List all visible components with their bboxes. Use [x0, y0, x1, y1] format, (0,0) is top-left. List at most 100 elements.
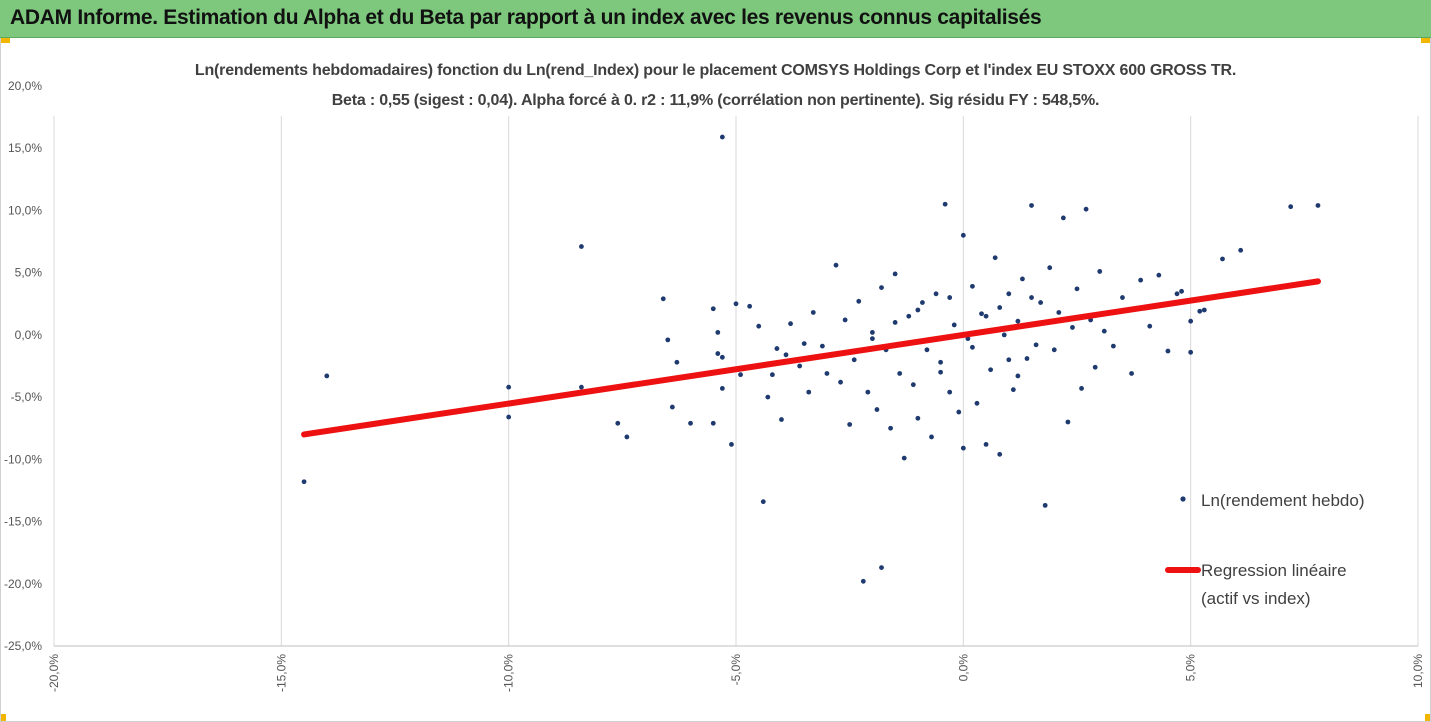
- data-point: [938, 359, 943, 365]
- data-point: [1147, 323, 1153, 329]
- data-point: [842, 317, 848, 323]
- data-point: [997, 451, 1003, 457]
- data-point: [870, 330, 875, 335]
- y-tick-label: 0,0%: [15, 328, 43, 342]
- data-point: [579, 384, 584, 390]
- data-point: [983, 442, 989, 447]
- data-point: [669, 404, 675, 410]
- data-point: [1051, 347, 1057, 353]
- data-point: [1201, 307, 1207, 313]
- data-point: [819, 343, 825, 349]
- data-point: [1174, 291, 1180, 297]
- legend-marker-scatter: [1180, 496, 1186, 502]
- data-point: [738, 372, 743, 378]
- data-point: [824, 371, 830, 376]
- data-point: [860, 578, 866, 584]
- data-point: [892, 320, 898, 325]
- banner-title: ADAM Informe. Estimation du Alpha et du …: [10, 6, 1042, 29]
- y-tick-label: -20,0%: [4, 577, 42, 591]
- data-point: [783, 352, 789, 358]
- data-point: [974, 400, 980, 406]
- data-point: [797, 363, 803, 369]
- y-tick-label: 20,0%: [8, 79, 42, 93]
- chart-title: Ln(rendements hebdomadaires) fonction du…: [194, 62, 1237, 79]
- y-tick-label: -10,0%: [4, 452, 42, 466]
- y-tick-label: -25,0%: [4, 639, 42, 653]
- data-point: [506, 384, 512, 390]
- data-point: [947, 389, 953, 395]
- data-point: [847, 422, 853, 427]
- data-point: [960, 232, 966, 238]
- data-point: [915, 307, 921, 313]
- data-point: [1110, 343, 1116, 349]
- data-point: [1070, 325, 1075, 330]
- data-point: [915, 415, 921, 421]
- regression-line: [301, 278, 1321, 438]
- data-point: [947, 295, 953, 300]
- data-point: [301, 479, 307, 485]
- data-point: [833, 262, 839, 268]
- data-point: [710, 420, 716, 426]
- data-point: [929, 434, 934, 440]
- data-point: [688, 420, 693, 426]
- data-point: [665, 337, 671, 343]
- data-point: [920, 300, 925, 305]
- data-point: [1042, 502, 1048, 508]
- data-point: [1179, 288, 1184, 294]
- data-point: [938, 369, 943, 375]
- y-tick-label: 15,0%: [8, 141, 42, 155]
- data-point: [956, 409, 962, 415]
- data-point: [951, 322, 957, 328]
- data-point: [715, 330, 721, 335]
- data-point: [810, 310, 816, 315]
- legend-label-regression: Regression linéaire: [1201, 561, 1347, 580]
- corner-marker-top-right: [1421, 38, 1431, 43]
- data-point: [1238, 247, 1244, 253]
- data-point: [747, 303, 753, 309]
- data-point: [765, 394, 771, 400]
- x-tick-label: 10,0%: [1411, 654, 1425, 688]
- data-point: [933, 291, 939, 297]
- data-point: [1097, 269, 1103, 274]
- data-point: [856, 298, 862, 304]
- chart-subtitle: Beta : 0,55 (sigest : 0,04). Alpha forcé…: [331, 92, 1100, 109]
- data-point: [1010, 387, 1016, 393]
- data-point: [888, 425, 893, 431]
- data-point: [1006, 291, 1012, 297]
- data-point: [870, 336, 875, 342]
- data-point: [1101, 328, 1107, 334]
- data-point: [760, 499, 766, 505]
- data-point: [1029, 203, 1034, 208]
- data-point: [1015, 373, 1021, 379]
- y-tick-label: -5,0%: [11, 390, 43, 404]
- legend-label-scatter: Ln(rendement hebdo): [1201, 491, 1365, 510]
- x-tick-label: -20,0%: [47, 654, 61, 692]
- data-point: [506, 414, 512, 420]
- x-tick-label: -15,0%: [274, 654, 288, 692]
- data-point: [1156, 272, 1162, 278]
- x-tick-label: 0,0%: [956, 654, 970, 682]
- data-point: [970, 283, 975, 289]
- data-point: [1165, 348, 1171, 354]
- data-point: [769, 372, 775, 378]
- data-point: [719, 134, 725, 140]
- data-point: [1079, 386, 1084, 391]
- data-point: [1056, 310, 1062, 315]
- data-point: [901, 455, 907, 461]
- data-point: [1120, 295, 1125, 300]
- legend-label-regression: (actif vs index): [1201, 589, 1311, 608]
- data-point: [1197, 308, 1203, 314]
- data-point: [1060, 215, 1066, 221]
- data-point: [1188, 318, 1194, 324]
- data-point: [992, 255, 998, 261]
- corner-marker-bottom-right: [1425, 714, 1431, 722]
- corner-marker-top-left: [0, 38, 10, 43]
- data-point: [1092, 364, 1098, 370]
- data-point: [879, 565, 884, 570]
- data-point: [715, 351, 721, 356]
- data-point: [719, 354, 725, 360]
- data-point: [1083, 206, 1089, 212]
- data-point: [1006, 357, 1012, 363]
- data-point: [788, 321, 793, 327]
